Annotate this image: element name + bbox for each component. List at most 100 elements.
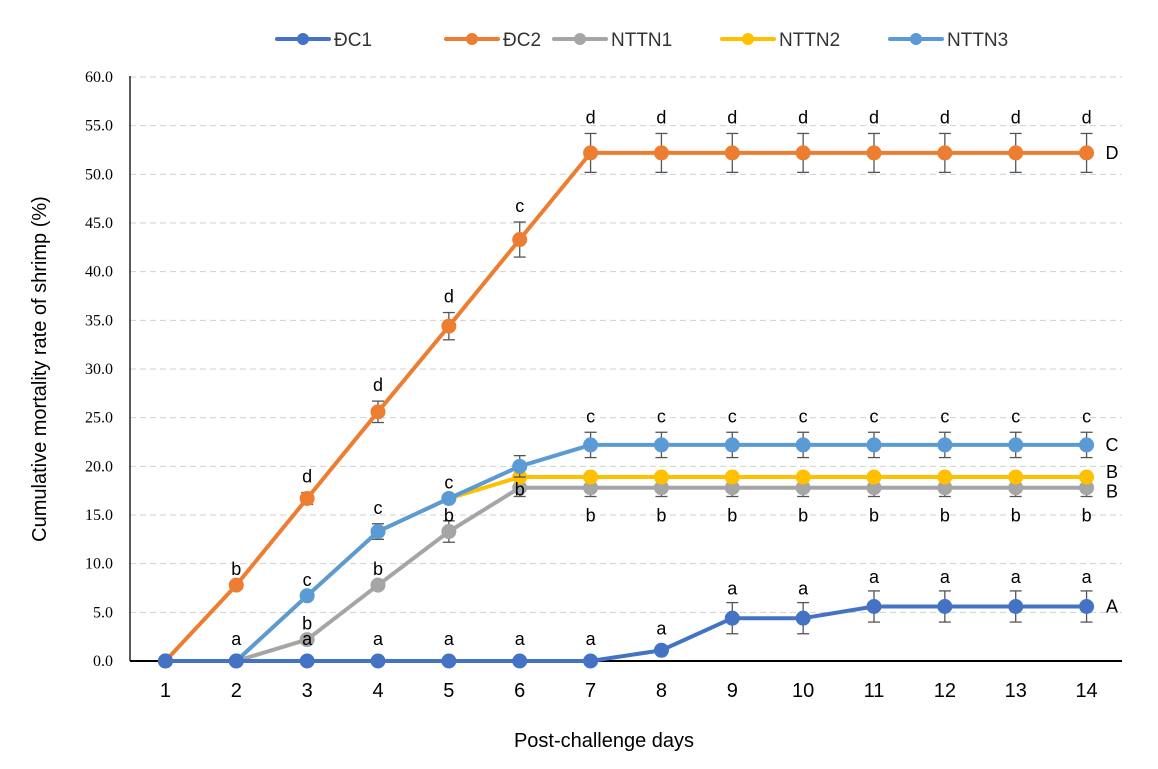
data-point	[441, 318, 457, 334]
y-tick-label: 15.0	[85, 507, 113, 524]
series-ĐC1	[157, 590, 1095, 669]
legend-swatch-marker	[742, 33, 754, 45]
significance-letter: c	[870, 406, 879, 426]
significance-letter: b	[586, 506, 596, 526]
group-letter-NTTN2: B	[1106, 462, 1118, 482]
group-letter-ĐC1: A	[1106, 596, 1118, 616]
x-tick-label: 14	[1075, 680, 1097, 702]
legend-item-NTTN3: NTTN3	[888, 30, 1008, 51]
significance-letter: a	[1011, 567, 1022, 587]
data-point	[1079, 598, 1095, 614]
y-tick-label: 60.0	[85, 69, 113, 86]
significance-letter: a	[1082, 567, 1093, 587]
y-tick-label: 20.0	[85, 458, 113, 475]
significance-letter: a	[302, 629, 313, 649]
data-point	[441, 490, 457, 506]
y-tick-label: 50.0	[85, 166, 113, 183]
data-point	[441, 653, 457, 669]
x-tick-label: 10	[792, 680, 814, 702]
legend-item-ĐC1: ĐC1	[275, 30, 372, 51]
series-ĐC2	[157, 132, 1095, 669]
series-NTTN3	[157, 431, 1095, 669]
significance-letter: b	[940, 506, 950, 526]
legend-swatch-marker	[466, 33, 478, 45]
data-point	[370, 524, 386, 540]
data-point	[228, 577, 244, 593]
significance-letter: b	[1011, 506, 1021, 526]
group-letter-ĐC2: D	[1106, 143, 1119, 163]
x-tick-label: 13	[1005, 680, 1027, 702]
data-point	[724, 437, 740, 453]
data-point	[1008, 145, 1024, 161]
group-letter-NTTN1: B	[1106, 482, 1118, 502]
significance-letter: d	[727, 107, 737, 127]
x-tick-label: 6	[514, 680, 525, 702]
data-point	[1008, 469, 1024, 485]
data-point	[937, 598, 953, 614]
data-point	[866, 469, 882, 485]
significance-letter: d	[302, 467, 312, 487]
legend-label: NTTN1	[611, 30, 672, 51]
legend-label: ĐC2	[503, 30, 541, 51]
x-tick-label: 5	[443, 680, 454, 702]
significance-letter: c	[799, 406, 808, 426]
significance-letter: b	[656, 506, 666, 526]
data-point	[299, 653, 315, 669]
y-axis-title: Cumulative mortality rate of shrimp (%)	[29, 196, 51, 542]
data-point	[724, 145, 740, 161]
data-point	[795, 469, 811, 485]
legend-item-ĐC2: ĐC2	[444, 30, 541, 51]
x-tick-label: 11	[864, 680, 885, 702]
data-point	[370, 404, 386, 420]
x-tick-label: 8	[656, 680, 667, 702]
series-line	[163, 442, 1089, 663]
significance-letter: a	[373, 629, 384, 649]
significance-letter: b	[231, 559, 241, 579]
series-line	[163, 150, 1089, 663]
y-tick-label: 40.0	[85, 264, 113, 281]
y-tick-label: 25.0	[85, 410, 113, 427]
data-point	[795, 145, 811, 161]
data-point	[795, 610, 811, 626]
data-point	[512, 232, 528, 248]
data-point	[228, 653, 244, 669]
data-point	[583, 653, 599, 669]
grid-layer	[130, 76, 1122, 613]
data-point	[1079, 145, 1095, 161]
significance-letter: d	[1082, 107, 1092, 127]
data-point	[937, 437, 953, 453]
series-NTTN2	[157, 469, 1095, 669]
x-tick-label: 12	[934, 680, 956, 702]
significance-letter: c	[1011, 406, 1020, 426]
data-point	[724, 469, 740, 485]
data-point	[866, 437, 882, 453]
legend-label: NTTN3	[947, 30, 1008, 51]
y-tick-label: 10.0	[85, 556, 113, 573]
significance-letter: b	[869, 506, 879, 526]
series-line	[163, 604, 1089, 663]
significance-letter: c	[657, 406, 666, 426]
significance-letter: c	[586, 406, 595, 426]
legend-item-NTTN2: NTTN2	[720, 30, 840, 51]
y-tick-label: 5.0	[93, 604, 113, 621]
data-point	[1008, 437, 1024, 453]
significance-letter: a	[656, 618, 667, 638]
significance-letter: c	[303, 570, 312, 590]
data-point	[1079, 469, 1095, 485]
significance-letter: a	[869, 567, 880, 587]
data-point	[157, 653, 173, 669]
data-point	[299, 588, 315, 604]
x-axis-title: Post-challenge days	[514, 730, 694, 752]
y-tick-label: 45.0	[85, 215, 113, 232]
data-point	[583, 437, 599, 453]
data-point	[866, 598, 882, 614]
x-tick-label: 2	[231, 680, 242, 702]
data-point	[583, 469, 599, 485]
y-tick-label: 30.0	[85, 361, 113, 378]
significance-letter: a	[586, 629, 597, 649]
data-point	[583, 145, 599, 161]
significance-letter: a	[444, 629, 455, 649]
data-point	[441, 524, 457, 540]
